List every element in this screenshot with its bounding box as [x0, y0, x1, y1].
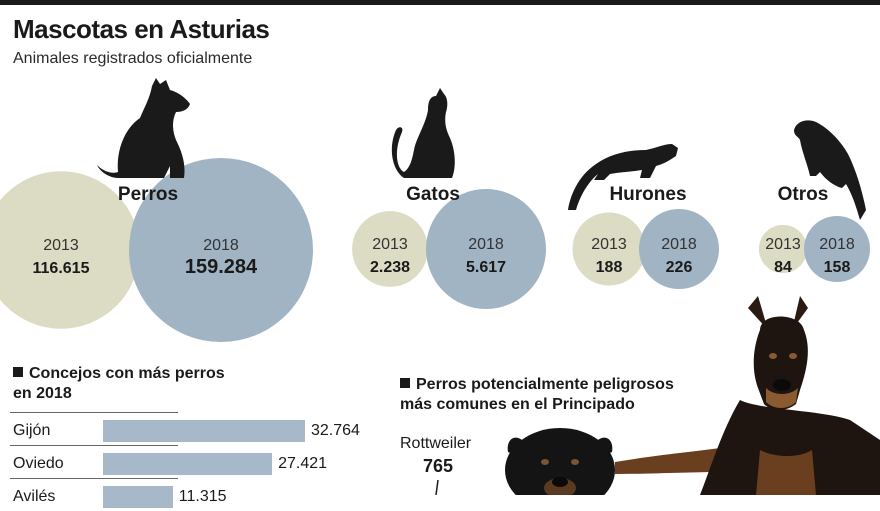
row-divider [10, 412, 178, 413]
bubble-2018-gatos [426, 189, 546, 309]
bubble-2013-hurones [572, 212, 646, 286]
top-rule [0, 0, 880, 5]
bullet-square-icon [400, 378, 410, 388]
bubble-2013-gatos [352, 211, 428, 287]
town-name: Avilés [13, 488, 56, 505]
town-row: Gijón 32.764 [0, 412, 400, 445]
town-name: Gijón [13, 422, 51, 439]
bubble-2018-otros [804, 216, 870, 282]
towns-bar-chart: Gijón 32.764 Oviedo 27.421 Avilés 11.315 [0, 412, 400, 508]
value-2013: 116.615 [33, 260, 90, 277]
bullet-square-icon [13, 367, 23, 377]
year-label-2018: 2018 [661, 236, 697, 253]
row-divider [10, 445, 178, 446]
town-bar [103, 453, 273, 475]
pets-bubble-chart: Perros 2013 116.615 2018 159.284 Gatos 2013 2.2… [0, 78, 870, 342]
value-2018: 5.617 [466, 259, 506, 276]
towns-chart-title: Concejos con más perros en 2018 [13, 364, 225, 404]
town-value: 11.315 [178, 488, 227, 505]
cat-icon [391, 88, 455, 178]
bubble-2018-perros [129, 158, 313, 342]
town-bar [103, 486, 173, 508]
category-label: Gatos [406, 184, 460, 205]
year-label-2018: 2018 [203, 237, 239, 254]
value-2018: 158 [824, 259, 851, 276]
value-2018: 159.284 [185, 256, 258, 278]
breed-value: 765 [423, 456, 454, 476]
parrot-icon [794, 120, 866, 220]
breed-name: Rottweiler [400, 435, 472, 452]
towns-title-line2: en 2018 [13, 385, 72, 402]
row-divider [10, 478, 178, 479]
page-title: Mascotas en Asturias [13, 14, 270, 44]
bubble-2013-otros [758, 224, 808, 274]
town-value: 32.764 [311, 422, 360, 439]
dog-icon [97, 78, 190, 178]
town-row: Oviedo 27.421 [0, 445, 400, 478]
year-label-2018: 2018 [819, 236, 855, 253]
towns-title-line1: Concejos con más perros [29, 365, 225, 382]
page-subtitle: Animales registrados oficialmente [13, 50, 253, 67]
year-label-2018: 2018 [468, 236, 504, 253]
year-label-2013: 2013 [43, 237, 79, 254]
year-label-2013: 2013 [765, 236, 801, 253]
dangerous-title-line1: Perros potencialmente peligrosos [416, 376, 674, 393]
value-2013: 2.238 [370, 259, 410, 276]
year-label-2013: 2013 [372, 236, 408, 253]
value-2013: 188 [596, 259, 623, 276]
town-bar [103, 420, 305, 442]
category-label: Hurones [609, 184, 686, 205]
category-label: Perros [118, 184, 178, 205]
bubble-2013-perros [0, 171, 140, 329]
value-2013: 84 [774, 259, 792, 276]
dangerous-title-line2: más comunes en el Principado [400, 396, 635, 413]
town-name: Oviedo [13, 455, 64, 472]
value-2018: 226 [666, 259, 693, 276]
dangerous-dogs-title: Perros potencialmente peligrosos más com… [400, 375, 674, 415]
year-label-2013: 2013 [591, 236, 627, 253]
bubble-2018-hurones [639, 209, 719, 289]
category-label: Otros [778, 184, 829, 205]
town-value: 27.421 [278, 455, 328, 472]
ferret-icon [568, 144, 678, 210]
